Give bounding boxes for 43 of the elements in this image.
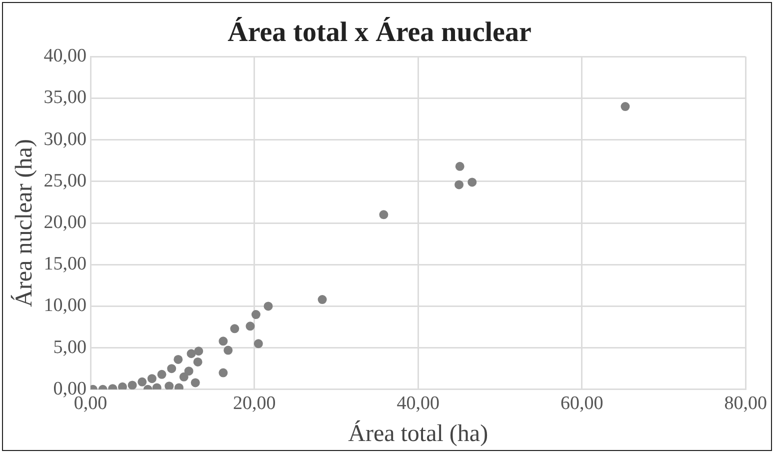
point [218, 368, 228, 378]
point [186, 349, 196, 358]
point [194, 346, 204, 356]
chart-title: Área total x Área nuclear [228, 16, 532, 48]
point [620, 102, 630, 112]
y-tick-label: 25,00 [44, 170, 87, 192]
point [455, 162, 464, 171]
point [174, 354, 183, 364]
point [157, 370, 166, 379]
x-axis-title: Área total (ha) [348, 420, 488, 447]
y-tick-label: 35,00 [44, 87, 87, 108]
point [167, 364, 176, 374]
point [190, 378, 200, 388]
point [128, 380, 137, 390]
point [193, 357, 202, 366]
y-tick-label: 5,00 [53, 336, 87, 358]
y-tick-label: 15,00 [44, 254, 87, 275]
point [251, 310, 260, 320]
point [118, 382, 127, 390]
point [164, 382, 174, 390]
point [218, 336, 228, 346]
y-tick-label: 30,00 [44, 128, 87, 150]
point [224, 346, 233, 355]
x-tick-label: 20,00 [232, 392, 276, 414]
point [318, 295, 327, 304]
point [468, 178, 477, 187]
point [179, 372, 188, 382]
x-tick-label: 60,00 [560, 392, 604, 414]
point [454, 180, 464, 190]
y-tick-label: 10,00 [44, 295, 87, 316]
y-tick-label: 40,00 [44, 46, 87, 67]
point [246, 322, 255, 331]
point [379, 210, 388, 220]
x-tick-label: 40,00 [396, 392, 440, 414]
point [147, 374, 156, 384]
point [254, 339, 263, 348]
point [138, 377, 147, 386]
point [230, 324, 240, 334]
point [184, 366, 194, 376]
x-tick-label: 80,00 [724, 392, 767, 414]
y-axis-title: Área nuclear (ha) [10, 139, 38, 307]
point [264, 302, 273, 311]
y-tick-label: 20,00 [44, 212, 87, 233]
